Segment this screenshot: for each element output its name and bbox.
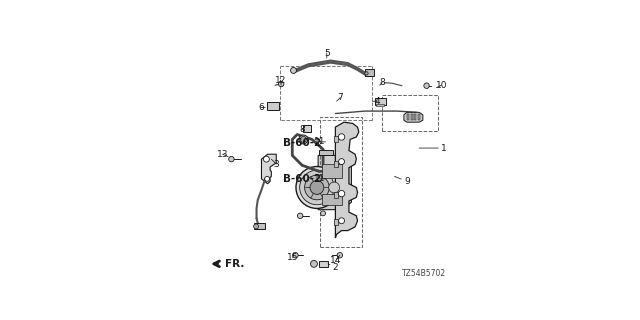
Circle shape: [298, 213, 303, 219]
Bar: [303, 124, 311, 132]
Bar: [319, 261, 328, 267]
Circle shape: [339, 134, 345, 140]
Circle shape: [264, 156, 269, 162]
Circle shape: [339, 190, 345, 197]
Text: 2: 2: [328, 263, 338, 272]
Bar: [319, 150, 333, 156]
Text: 8: 8: [380, 78, 385, 87]
Bar: [333, 161, 338, 167]
Circle shape: [310, 180, 324, 194]
Bar: [376, 104, 384, 107]
Circle shape: [300, 136, 307, 142]
Circle shape: [424, 83, 429, 88]
Text: 9: 9: [394, 176, 410, 186]
Bar: [333, 192, 338, 198]
Circle shape: [299, 135, 308, 144]
Text: 5: 5: [324, 49, 330, 58]
Circle shape: [291, 68, 296, 73]
Bar: [267, 102, 280, 110]
Text: 12: 12: [275, 76, 286, 85]
Bar: [365, 69, 374, 76]
Circle shape: [337, 252, 342, 258]
Circle shape: [305, 175, 329, 200]
Circle shape: [300, 170, 334, 205]
Polygon shape: [262, 154, 276, 184]
Bar: [414, 114, 416, 120]
Circle shape: [339, 159, 344, 164]
Bar: [418, 114, 420, 120]
Circle shape: [339, 218, 344, 224]
Circle shape: [310, 260, 317, 267]
Bar: [375, 98, 386, 105]
Circle shape: [292, 252, 298, 258]
Bar: [410, 114, 413, 120]
Circle shape: [329, 182, 340, 193]
Polygon shape: [404, 112, 423, 122]
Bar: [382, 95, 438, 131]
Bar: [322, 164, 342, 178]
Bar: [322, 194, 342, 205]
Bar: [320, 117, 362, 247]
Text: 11: 11: [314, 174, 326, 183]
Text: 3: 3: [271, 159, 279, 169]
Text: 1: 1: [419, 144, 447, 153]
Text: TZ54B5702: TZ54B5702: [402, 269, 446, 278]
Circle shape: [265, 176, 269, 181]
Bar: [333, 219, 338, 225]
Text: 8: 8: [300, 125, 305, 134]
Bar: [407, 114, 409, 120]
Bar: [254, 223, 265, 229]
Text: 6: 6: [258, 103, 265, 112]
Circle shape: [321, 211, 326, 216]
Bar: [333, 136, 338, 142]
Text: FR.: FR.: [225, 259, 244, 269]
Text: 15: 15: [287, 253, 298, 262]
Text: B-60-2: B-60-2: [283, 138, 321, 148]
Circle shape: [253, 224, 259, 229]
Polygon shape: [335, 122, 359, 238]
Circle shape: [365, 72, 368, 75]
Text: 4: 4: [372, 97, 380, 106]
Circle shape: [228, 156, 234, 162]
Text: B-60-2: B-60-2: [283, 174, 321, 184]
Text: 11: 11: [314, 137, 326, 146]
Circle shape: [296, 166, 338, 208]
Polygon shape: [318, 156, 351, 210]
Text: 10: 10: [436, 81, 447, 90]
Text: 14: 14: [330, 255, 342, 265]
Text: 13: 13: [217, 150, 228, 159]
Text: 7: 7: [337, 93, 343, 102]
Circle shape: [278, 81, 284, 87]
